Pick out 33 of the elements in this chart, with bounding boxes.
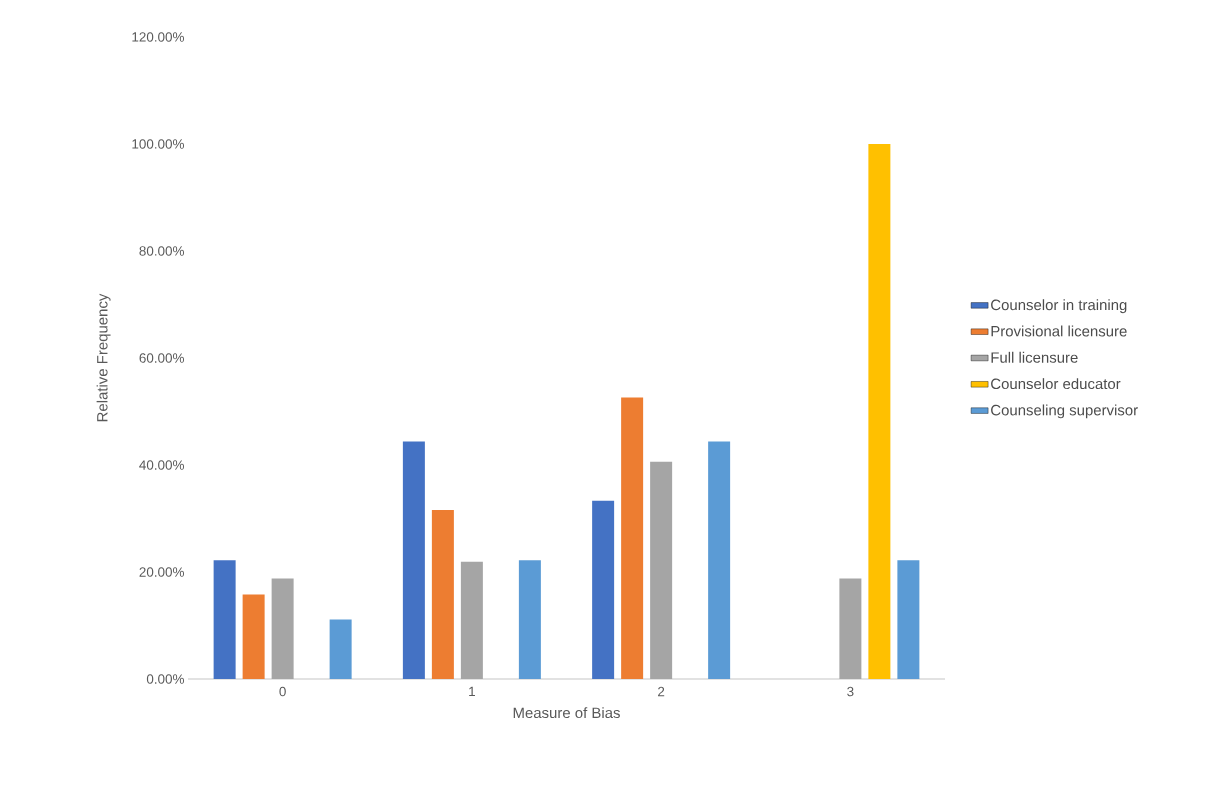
y-tick-label: 120.00% bbox=[132, 32, 184, 42]
y-tick-label: 80.00% bbox=[139, 246, 184, 256]
bar bbox=[213, 560, 236, 679]
x-tick-label: 3 bbox=[847, 686, 854, 697]
bar bbox=[650, 461, 673, 679]
bar bbox=[402, 441, 425, 679]
bar bbox=[271, 578, 294, 679]
legend-label: Full licensure bbox=[991, 351, 1078, 363]
bar bbox=[868, 143, 891, 679]
y-axis-title: Relative Frequency bbox=[96, 293, 111, 422]
bar bbox=[242, 594, 265, 679]
legend-label: Counseling supervisor bbox=[991, 404, 1138, 419]
legend-label: Counselor educator bbox=[991, 378, 1121, 390]
legend-label: Counselor in training bbox=[991, 299, 1127, 314]
bar bbox=[621, 397, 644, 679]
y-tick-label: 100.00% bbox=[132, 139, 184, 149]
bar bbox=[329, 619, 352, 679]
y-tick-label: 60.00% bbox=[139, 353, 184, 363]
bar bbox=[708, 441, 731, 679]
x-tick-label: 0 bbox=[279, 686, 286, 697]
x-tick-label: 1 bbox=[469, 686, 475, 697]
y-tick-label: 40.00% bbox=[139, 460, 184, 470]
x-tick-label: 2 bbox=[658, 686, 665, 697]
bar bbox=[518, 560, 541, 679]
bar bbox=[839, 578, 862, 679]
y-tick-label: 20.00% bbox=[139, 567, 184, 577]
x-axis-title: Measure of Bias bbox=[513, 707, 620, 719]
bar bbox=[460, 561, 483, 679]
bar bbox=[431, 509, 454, 679]
legend-label: Provisional licensure bbox=[991, 325, 1127, 337]
bar bbox=[592, 500, 615, 679]
y-tick-label: 0.00% bbox=[146, 674, 184, 684]
bar bbox=[897, 560, 920, 679]
